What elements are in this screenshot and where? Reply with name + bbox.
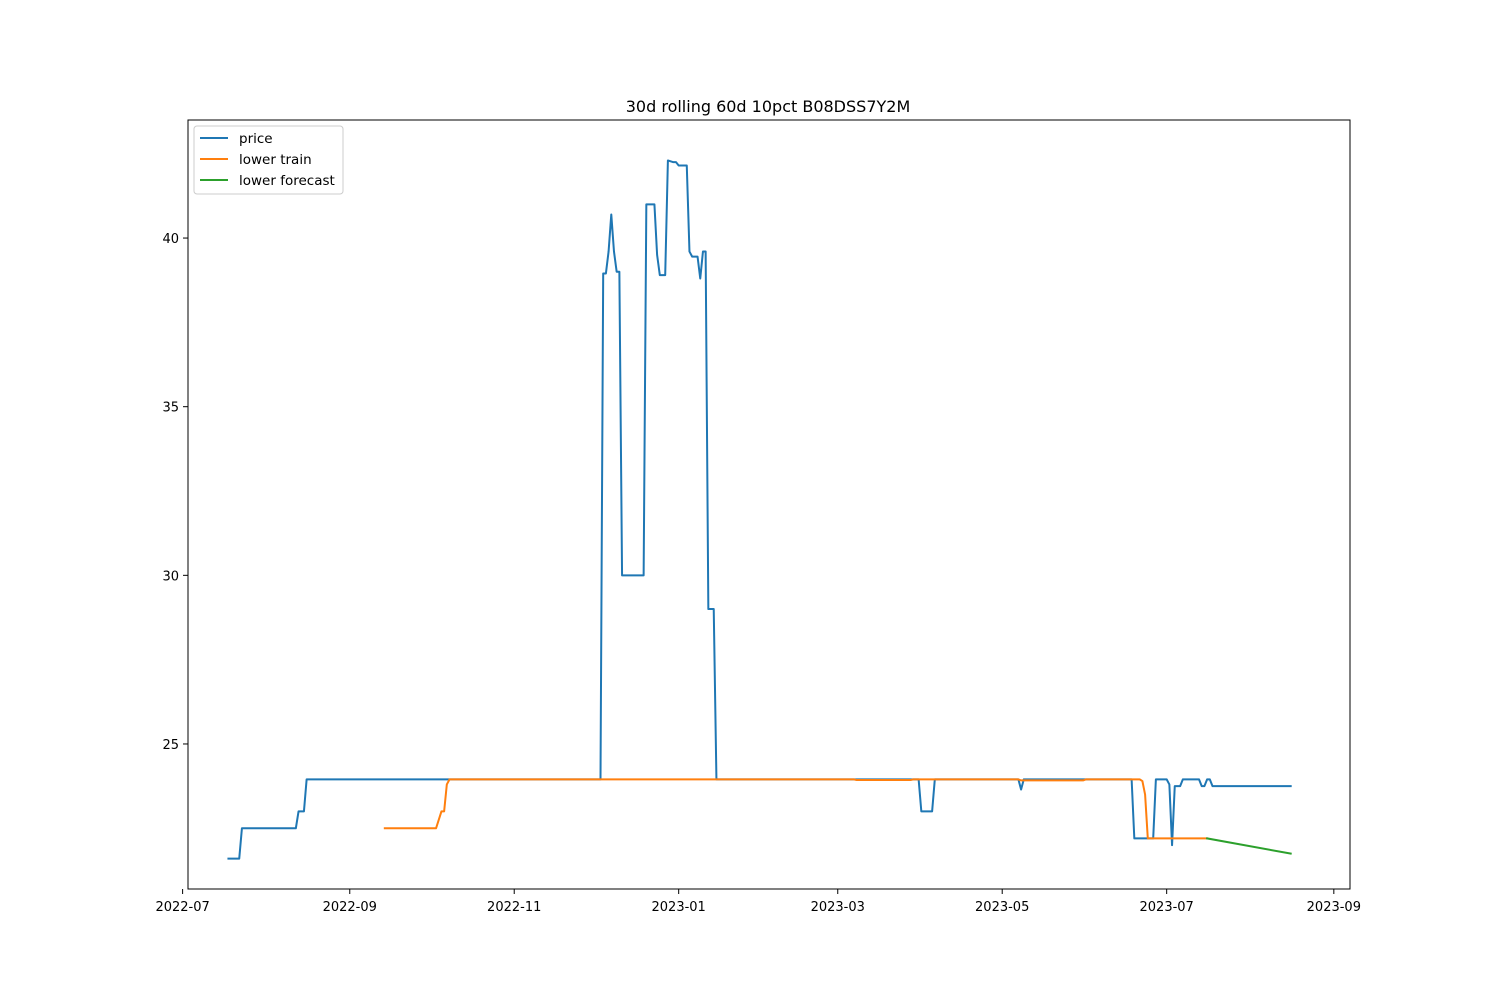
x-tick-label: 2023-07 [1140,900,1194,915]
legend-label: lower train [239,152,312,168]
x-tick-label: 2023-01 [652,900,706,915]
x-tick-label: 2022-09 [323,900,377,915]
y-tick-label: 40 [162,232,179,247]
x-axis: 2022-07 2022-09 2022-11 2023-01 2023-03 2023-… [155,889,1361,915]
x-tick-label: 2022-07 [155,900,209,915]
chart-title: 30d rolling 60d 10pct B08DSS7Y2M [626,97,911,116]
x-tick-label: 2023-03 [811,900,865,915]
series-line-lower-forecast [1205,837,1292,855]
series-line-price [227,159,1292,860]
y-tick-label: 30 [162,569,179,584]
y-tick-label: 25 [162,738,179,753]
legend-label: lower forecast [239,173,335,189]
legend-label: price [239,131,273,147]
legend-items: price lower train lower forecast [200,131,335,189]
series-layer [227,159,1292,860]
y-tick-label: 35 [162,401,179,416]
series-line-lower-train [383,778,1209,840]
y-axis: 25 30 35 40 [162,232,188,753]
x-tick-label: 2023-05 [975,900,1029,915]
x-tick-label: 2023-09 [1307,900,1361,915]
x-tick-label: 2022-11 [487,900,541,915]
legend-box [193,125,344,195]
legend: price lower train lower forecast [193,125,344,195]
plot-frame [187,119,1351,890]
